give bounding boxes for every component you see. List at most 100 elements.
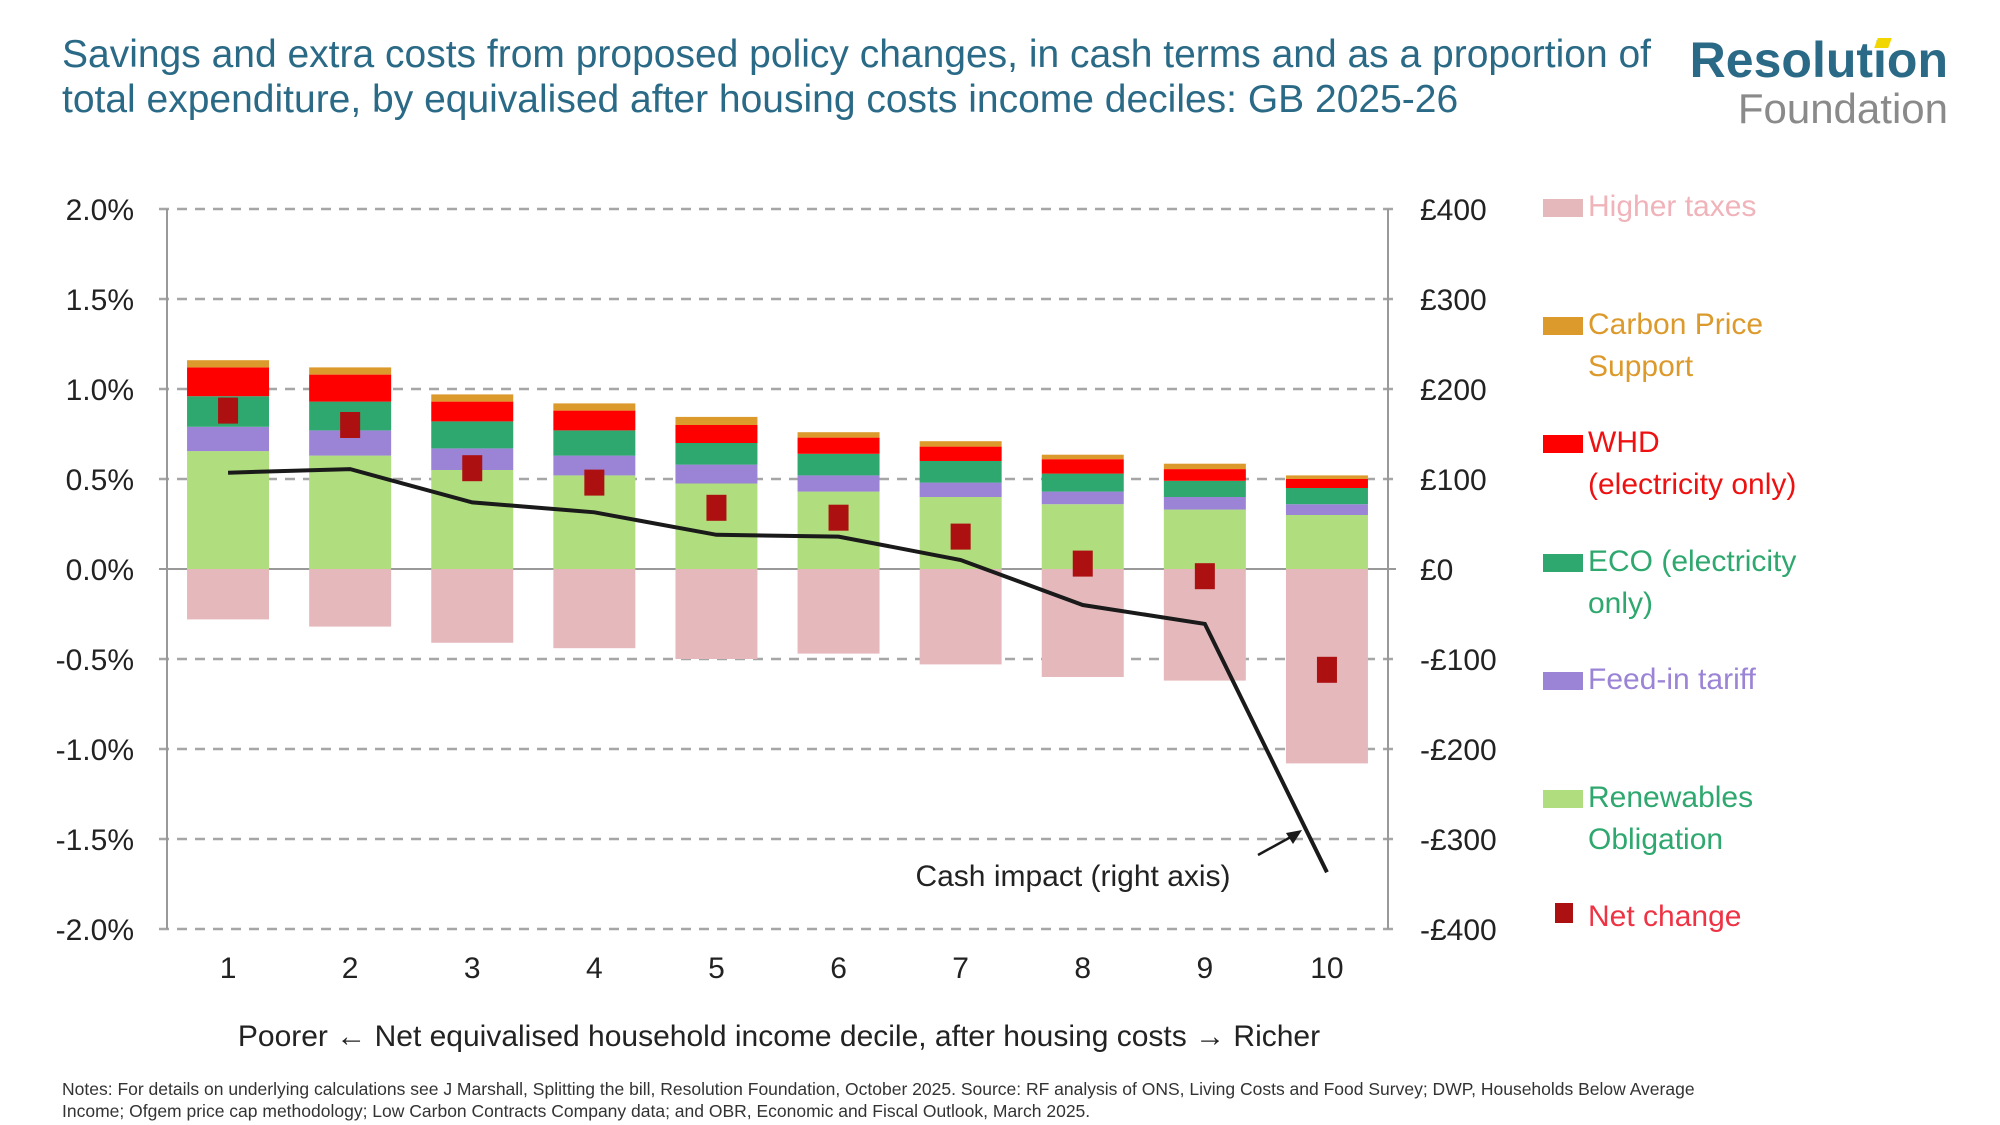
x-tick-label: 7	[952, 952, 969, 985]
bar-segment-eco-electricity-only-	[553, 430, 636, 456]
bar-segment-higher-taxes	[675, 569, 758, 659]
bar-segment-higher-taxes	[431, 569, 514, 643]
x-tick-label: 9	[1197, 952, 1214, 985]
x-tick-label: 8	[1074, 952, 1091, 985]
bar-segment-higher-taxes	[1041, 569, 1124, 677]
bar-segment-carbon-price-support	[553, 403, 636, 411]
bar-segment-feed-in-tariff	[553, 455, 636, 476]
bar-segment-whd-electricity-only-	[1163, 469, 1246, 481]
bar-segment-renewables-obligation	[1163, 509, 1246, 569]
annotation-arrowhead	[1286, 830, 1302, 844]
y2-tick-label: £0	[1420, 554, 1453, 587]
bar-segment-feed-in-tariff	[1163, 497, 1246, 510]
bar-segment-eco-electricity-only-	[797, 453, 880, 476]
bar-segment-whd-electricity-only-	[309, 374, 392, 402]
legend-label: Renewables	[1588, 781, 1753, 814]
net-change-marker	[706, 494, 727, 521]
legend-swatch	[1543, 554, 1583, 572]
bar-segment-whd-electricity-only-	[797, 437, 880, 454]
net-change-marker	[1316, 656, 1337, 683]
bar-segment-whd-electricity-only-	[1041, 459, 1124, 474]
y2-tick-label: £300	[1420, 284, 1487, 317]
bar-segment-eco-electricity-only-	[919, 461, 1002, 483]
legend-label: WHD	[1588, 426, 1660, 459]
legend-label: Obligation	[1588, 823, 1723, 856]
legend-marker-net-change	[1555, 903, 1573, 923]
y-tick-label: 2.0%	[66, 194, 134, 227]
legend-swatch	[1543, 435, 1583, 453]
bar-segment-feed-in-tariff	[919, 482, 1002, 497]
legend-label: Carbon Price	[1588, 308, 1763, 341]
bar-segment-higher-taxes	[187, 569, 270, 620]
y-tick-label: -1.0%	[56, 734, 134, 767]
y2-tick-label: -£200	[1420, 734, 1497, 767]
legend-label: Feed-in tariff	[1588, 663, 1757, 696]
net-change-marker	[1072, 550, 1093, 577]
x-tick-label: 1	[220, 952, 237, 985]
x-tick-label: 6	[830, 952, 847, 985]
bar-segment-higher-taxes	[919, 569, 1002, 665]
y2-tick-label: -£400	[1420, 914, 1497, 947]
y2-tick-label: -£300	[1420, 824, 1497, 857]
bar-segment-whd-electricity-only-	[675, 425, 758, 443]
legend-label: Higher taxes	[1588, 190, 1756, 223]
bar-segment-carbon-price-support	[309, 367, 392, 375]
y2-tick-label: £200	[1420, 374, 1487, 407]
logo-line-2: Foundation	[1737, 85, 1948, 132]
bar-segment-carbon-price-support	[1285, 475, 1368, 479]
x-tick-label: 3	[464, 952, 481, 985]
logo-line-1: Resolution	[1689, 32, 1948, 88]
bar-segment-feed-in-tariff	[675, 464, 758, 484]
bar-segment-whd-electricity-only-	[187, 367, 270, 397]
y-tick-label: -0.5%	[56, 644, 134, 677]
y-tick-label: 0.5%	[66, 464, 134, 497]
bar-segment-renewables-obligation	[309, 455, 392, 569]
bar-segment-feed-in-tariff	[187, 426, 270, 452]
x-tick-label: 4	[586, 952, 603, 985]
bar-segment-whd-electricity-only-	[1285, 479, 1368, 488]
y2-tick-label: £100	[1420, 464, 1487, 497]
y-tick-label: -2.0%	[56, 914, 134, 947]
bar-segment-whd-electricity-only-	[919, 446, 1002, 461]
y-tick-label: 0.0%	[66, 554, 134, 587]
legend-label: Support	[1588, 350, 1694, 383]
x-tick-label: 10	[1310, 952, 1343, 985]
legend-label: only)	[1588, 587, 1653, 620]
bar-segment-carbon-price-support	[797, 432, 880, 438]
bar-segment-carbon-price-support	[431, 394, 514, 402]
legend-swatch	[1543, 199, 1583, 217]
bar-segment-eco-electricity-only-	[1285, 488, 1368, 505]
bar-segment-renewables-obligation	[431, 470, 514, 569]
legend-label: Net change	[1588, 900, 1741, 933]
net-change-marker	[828, 504, 849, 531]
x-tick-label: 2	[342, 952, 359, 985]
y-tick-label: 1.0%	[66, 374, 134, 407]
legend-swatch	[1543, 790, 1583, 808]
bar-segment-carbon-price-support	[1163, 463, 1246, 470]
legend-label: ECO (electricity	[1588, 545, 1796, 578]
chart-notes: Notes: For details on underlying calcula…	[62, 1079, 1695, 1121]
bar-segment-feed-in-tariff	[1285, 504, 1368, 515]
x-axis-label: Poorer ← Net equivalised household incom…	[238, 1020, 1320, 1053]
bar-segment-feed-in-tariff	[1041, 491, 1124, 505]
bar-segment-higher-taxes	[309, 569, 392, 627]
legend-swatch	[1543, 672, 1583, 690]
legend-swatch	[1543, 317, 1583, 335]
bar-segment-whd-electricity-only-	[431, 401, 514, 422]
bar-segment-higher-taxes	[553, 569, 636, 649]
net-change-marker	[1194, 563, 1215, 590]
x-tick-label: 5	[708, 952, 725, 985]
cash-impact-annotation: Cash impact (right axis)	[915, 860, 1230, 893]
bar-segment-eco-electricity-only-	[431, 421, 514, 449]
cash-impact-line	[227, 467, 1329, 874]
bar-segment-higher-taxes	[797, 569, 880, 654]
resolution-foundation-logo: Resolution Foundation	[1688, 34, 1948, 132]
bar-segment-renewables-obligation	[187, 451, 270, 569]
y-tick-label: -1.5%	[56, 824, 134, 857]
y-tick-label: 1.5%	[66, 284, 134, 317]
bar-segment-carbon-price-support	[187, 360, 270, 368]
net-change-marker	[950, 523, 971, 550]
bar-segment-whd-electricity-only-	[553, 410, 636, 431]
bar-segment-feed-in-tariff	[797, 475, 880, 492]
